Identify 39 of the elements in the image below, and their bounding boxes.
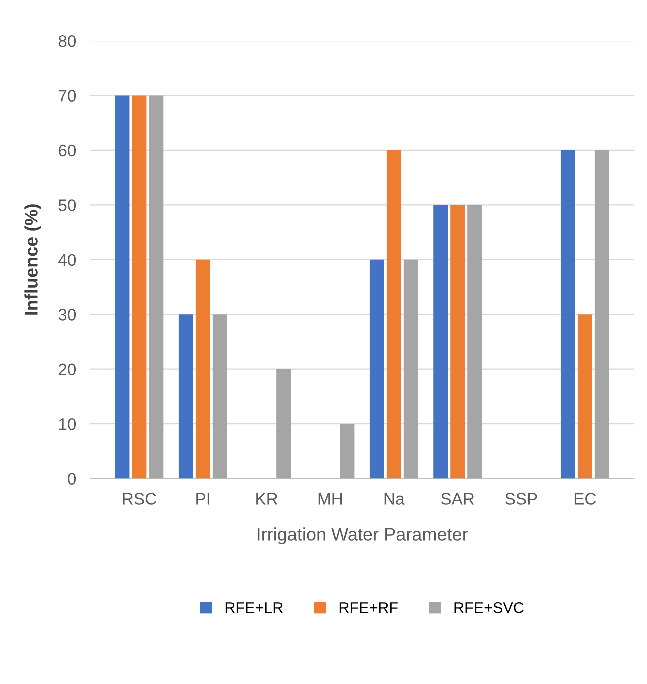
y-tick-label: 30 xyxy=(58,309,76,321)
y-tick-label: 20 xyxy=(58,364,76,376)
x-tick-label: RSC xyxy=(123,493,156,505)
y-tick-label: 50 xyxy=(58,200,76,212)
y-tick-label: 10 xyxy=(59,418,76,430)
x-axis-title: Irrigation Water Parameter xyxy=(258,528,468,544)
y-tick-label: 0 xyxy=(68,473,76,486)
y-tick-label: 40 xyxy=(58,254,76,266)
bar xyxy=(578,314,592,479)
bar xyxy=(178,314,194,479)
x-tick-label: EC xyxy=(574,493,596,505)
bar xyxy=(560,150,576,479)
y-tick-label: 70 xyxy=(59,90,76,102)
y-tick-label: 80 xyxy=(58,35,76,48)
bar xyxy=(340,424,355,479)
bar xyxy=(115,96,130,479)
bar xyxy=(132,96,147,479)
bar xyxy=(276,369,292,479)
legend-label: RFE+SVC xyxy=(454,602,524,614)
bar xyxy=(404,260,418,479)
bar xyxy=(386,150,402,479)
legend-label: RFE+RF xyxy=(340,602,398,614)
x-tick-label: Na xyxy=(384,493,405,505)
x-tick-label: KR xyxy=(256,493,278,505)
bar xyxy=(594,150,610,479)
bar xyxy=(196,260,210,479)
y-tick-label: 60 xyxy=(59,144,76,157)
y-axis-title: Influence (%) xyxy=(24,204,42,315)
x-tick-label: SSP xyxy=(506,493,538,505)
x-tick-label: MH xyxy=(318,493,342,505)
bar xyxy=(468,205,482,479)
x-tick-label: SAR xyxy=(441,493,474,505)
bar xyxy=(212,314,228,479)
bar xyxy=(434,205,448,479)
bar xyxy=(450,205,466,479)
bar xyxy=(149,96,164,479)
bar xyxy=(370,260,384,479)
x-tick-label: PI xyxy=(196,493,210,505)
legend-label: RFE+LR xyxy=(226,602,283,614)
